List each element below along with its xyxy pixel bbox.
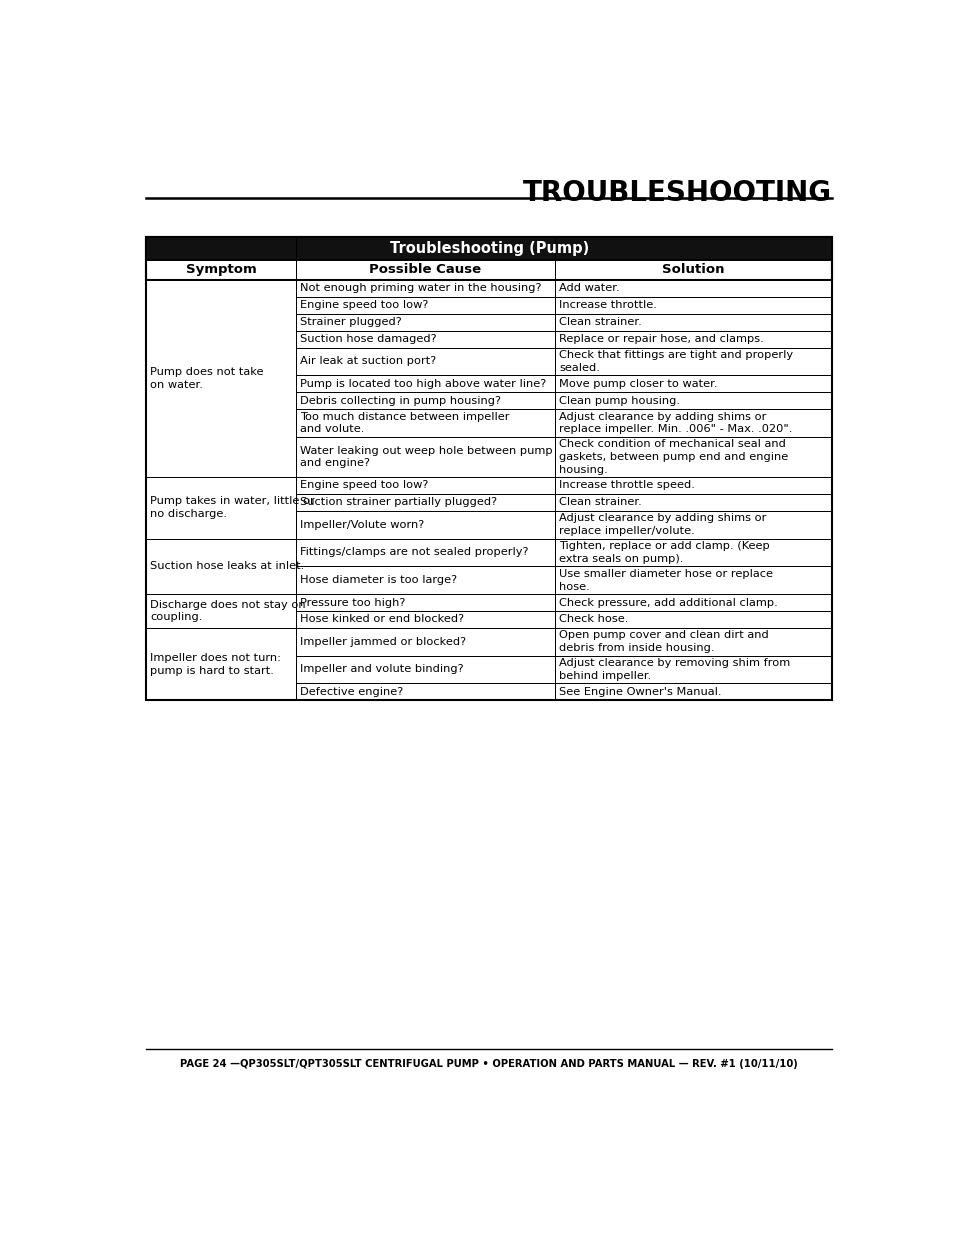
Text: Impeller/Volute worn?: Impeller/Volute worn? [299, 520, 423, 530]
Bar [146, 280, 295, 477]
Text: Adjust clearance by adding shims or
replace impeller/volute.: Adjust clearance by adding shims or repl… [558, 514, 765, 536]
Text: Possible Cause: Possible Cause [369, 263, 481, 277]
Bar [146, 237, 831, 280]
Text: Clean strainer.: Clean strainer. [558, 317, 641, 327]
Text: Hose kinked or end blocked?: Hose kinked or end blocked? [299, 615, 463, 625]
Bar [146, 237, 831, 700]
Bar [295, 477, 555, 494]
Bar [555, 567, 831, 594]
Bar [555, 656, 831, 683]
Bar [555, 393, 831, 409]
Bar [555, 477, 831, 494]
Text: TROUBLESHOOTING: TROUBLESHOOTING [522, 179, 831, 207]
Bar [555, 437, 831, 477]
Text: Adjust clearance by removing shim from
behind impeller.: Adjust clearance by removing shim from b… [558, 658, 789, 680]
Text: Discharge does not stay on
coupling.: Discharge does not stay on coupling. [150, 599, 306, 622]
Bar [295, 656, 555, 683]
Text: Check pressure, add additional clamp.: Check pressure, add additional clamp. [558, 598, 777, 608]
Bar [555, 314, 831, 331]
Bar [555, 538, 831, 567]
Text: Clean strainer.: Clean strainer. [558, 498, 641, 508]
Bar [555, 511, 831, 538]
Bar [295, 375, 555, 393]
Text: Engine speed too low?: Engine speed too low? [299, 300, 428, 310]
Text: Troubleshooting (Pump): Troubleshooting (Pump) [389, 241, 588, 256]
Bar [555, 375, 831, 393]
Text: Hose diameter is too large?: Hose diameter is too large? [299, 576, 456, 585]
Text: Check that fittings are tight and properly
sealed.: Check that fittings are tight and proper… [558, 350, 792, 373]
Text: Impeller does not turn:
pump is hard to start.: Impeller does not turn: pump is hard to … [150, 653, 281, 676]
Bar [146, 259, 295, 280]
Text: Increase throttle.: Increase throttle. [558, 300, 657, 310]
Bar [295, 627, 555, 656]
Text: Move pump closer to water.: Move pump closer to water. [558, 379, 717, 389]
Text: Debris collecting in pump housing?: Debris collecting in pump housing? [299, 395, 500, 406]
Text: Replace or repair hose, and clamps.: Replace or repair hose, and clamps. [558, 335, 763, 345]
Text: Not enough priming water in the housing?: Not enough priming water in the housing? [299, 283, 540, 294]
Text: Symptom: Symptom [186, 263, 256, 277]
Bar [295, 409, 555, 437]
Text: Suction hose damaged?: Suction hose damaged? [299, 335, 436, 345]
Text: Adjust clearance by adding shims or
replace impeller. Min. .006" - Max. .020".: Adjust clearance by adding shims or repl… [558, 411, 792, 435]
Bar [295, 280, 555, 296]
Bar [555, 611, 831, 627]
Text: Solution: Solution [661, 263, 724, 277]
Text: Suction strainer partially plugged?: Suction strainer partially plugged? [299, 498, 497, 508]
Bar [295, 594, 555, 611]
Text: Check hose.: Check hose. [558, 615, 628, 625]
Bar [146, 237, 831, 259]
Text: Add water.: Add water. [558, 283, 619, 294]
Bar [295, 683, 555, 700]
Bar [555, 331, 831, 347]
Bar [555, 296, 831, 314]
Bar [295, 296, 555, 314]
Text: Impeller jammed or blocked?: Impeller jammed or blocked? [299, 637, 465, 647]
Text: Strainer plugged?: Strainer plugged? [299, 317, 401, 327]
Text: See Engine Owner's Manual.: See Engine Owner's Manual. [558, 687, 720, 697]
Bar [295, 347, 555, 375]
Text: Clean pump housing.: Clean pump housing. [558, 395, 679, 406]
Text: Tighten, replace or add clamp. (Keep
extra seals on pump).: Tighten, replace or add clamp. (Keep ext… [558, 541, 769, 564]
Bar [555, 280, 831, 296]
Bar [295, 437, 555, 477]
Bar [295, 511, 555, 538]
Text: Water leaking out weep hole between pump
and engine?: Water leaking out weep hole between pump… [299, 446, 552, 468]
Bar [555, 409, 831, 437]
Bar [146, 538, 295, 594]
Bar [555, 347, 831, 375]
Text: Pump is located too high above water line?: Pump is located too high above water lin… [299, 379, 545, 389]
Bar [295, 259, 555, 280]
Bar [295, 314, 555, 331]
Text: Air leak at suction port?: Air leak at suction port? [299, 357, 436, 367]
Bar [295, 331, 555, 347]
Text: Defective engine?: Defective engine? [299, 687, 402, 697]
Bar [555, 494, 831, 511]
Bar [146, 477, 295, 538]
Text: Fittings/clamps are not sealed properly?: Fittings/clamps are not sealed properly? [299, 547, 528, 557]
Text: Impeller and volute binding?: Impeller and volute binding? [299, 664, 463, 674]
Text: PAGE 24 —QP305SLT/QPT305SLT CENTRIFUGAL PUMP • OPERATION AND PARTS MANUAL — REV.: PAGE 24 —QP305SLT/QPT305SLT CENTRIFUGAL … [180, 1060, 797, 1070]
Bar [146, 627, 295, 700]
Text: Too much distance between impeller
and volute.: Too much distance between impeller and v… [299, 411, 509, 435]
Text: Suction hose leaks at inlet.: Suction hose leaks at inlet. [150, 562, 304, 572]
Bar [295, 538, 555, 567]
Text: Engine speed too low?: Engine speed too low? [299, 480, 428, 490]
Text: Pump does not take
on water.: Pump does not take on water. [150, 367, 263, 390]
Bar [146, 594, 295, 627]
Bar [295, 494, 555, 511]
Text: Open pump cover and clean dirt and
debris from inside housing.: Open pump cover and clean dirt and debri… [558, 630, 768, 653]
Text: Check condition of mechanical seal and
gaskets, between pump end and engine
hous: Check condition of mechanical seal and g… [558, 440, 787, 474]
Text: Use smaller diameter hose or replace
hose.: Use smaller diameter hose or replace hos… [558, 569, 772, 592]
Bar [555, 594, 831, 611]
Bar [555, 627, 831, 656]
Bar [555, 683, 831, 700]
Text: Increase throttle speed.: Increase throttle speed. [558, 480, 694, 490]
Text: Pressure too high?: Pressure too high? [299, 598, 405, 608]
Bar [295, 611, 555, 627]
Text: Pump takes in water, little or
no discharge.: Pump takes in water, little or no discha… [150, 496, 314, 519]
Bar [295, 567, 555, 594]
Bar [295, 393, 555, 409]
Bar [555, 259, 831, 280]
